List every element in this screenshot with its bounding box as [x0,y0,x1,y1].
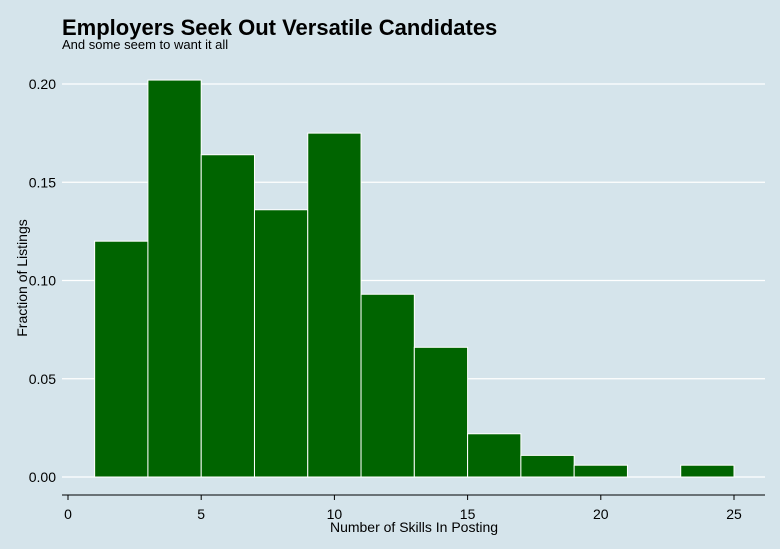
x-tick-label: 10 [327,506,343,522]
bar-23-25 [680,464,735,478]
x-tick-label: 5 [197,506,205,522]
y-tick-label: 0.20 [29,76,56,92]
y-tick-label: 0.05 [29,371,56,387]
y-tick-label: 0.10 [29,273,56,289]
x-axis-ticks: 0 5 10 15 20 25 [64,495,742,522]
bar-17-19 [520,454,575,478]
bar-1-3 [94,240,149,478]
chart-subtitle: And some seem to want it all [62,37,228,52]
y-axis-ticks: 0.00 0.05 0.10 0.15 0.20 [29,76,56,485]
bar-5-7 [200,154,255,478]
x-tick-label: 15 [460,506,476,522]
bar-11-13 [360,293,415,478]
chart-title: Employers Seek Out Versatile Candidates [62,15,497,40]
x-tick-label: 0 [64,506,72,522]
bar-3-5 [147,79,202,478]
y-tick-label: 0.00 [29,469,56,485]
bar-19-21 [573,464,628,478]
x-tick-label: 25 [726,506,742,522]
y-tick-label: 0.15 [29,174,56,190]
bars [94,79,735,478]
bar-9-11 [307,132,362,478]
x-tick-label: 20 [593,506,609,522]
bar-7-9 [253,209,309,478]
y-axis-label: Fraction of Listings [14,219,30,337]
x-axis-label: Number of Skills In Posting [330,519,498,535]
bar-15-17 [467,433,522,478]
bar-13-15 [413,346,469,478]
